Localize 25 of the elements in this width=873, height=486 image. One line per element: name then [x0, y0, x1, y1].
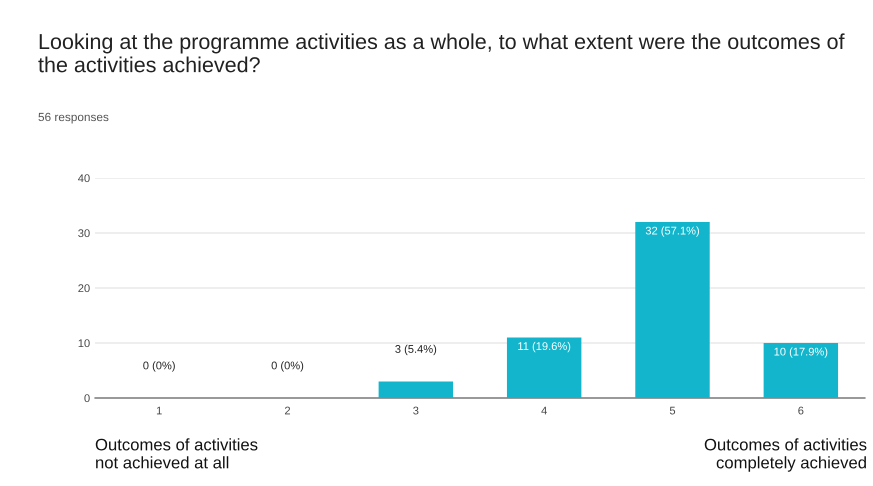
bar	[764, 343, 838, 398]
data-label: 10 (17.9%)	[774, 347, 828, 358]
text: Outcomes of activities completely achieved	[704, 438, 866, 472]
y-tick-label: 0	[84, 394, 90, 402]
chart-subtitle: 56 responses	[38, 112, 108, 124]
bar	[506, 338, 582, 398]
data-label: 11 (19.6%)	[518, 342, 570, 352]
data-label: 32 (57.1%)	[646, 226, 699, 237]
bar	[378, 382, 454, 398]
y-tick-label: 10	[78, 339, 90, 348]
x-tick-label: 2	[284, 406, 290, 414]
data-label: 3 (5.4%)	[395, 344, 436, 356]
y-tick-label: 40	[78, 174, 90, 182]
x-tick-label: 3	[413, 406, 418, 414]
chart-title: Looking at the programme activities as a whole, to what extent were the outcomes of the activities achieved?	[38, 33, 845, 72]
data-label: 0 (0%)	[143, 361, 175, 372]
x-tick-label: 6	[798, 406, 804, 414]
x-tick-label: 1	[156, 406, 162, 414]
text: Outcomes of activities not achieved at all	[96, 438, 258, 468]
y-tick-label: 20	[78, 284, 90, 292]
y-tick-label: 30	[78, 229, 90, 238]
data-label: 0 (0%)	[272, 361, 304, 372]
x-tick-label: 4	[541, 406, 547, 414]
x-tick-label: 5	[670, 406, 676, 414]
bar	[635, 222, 710, 398]
